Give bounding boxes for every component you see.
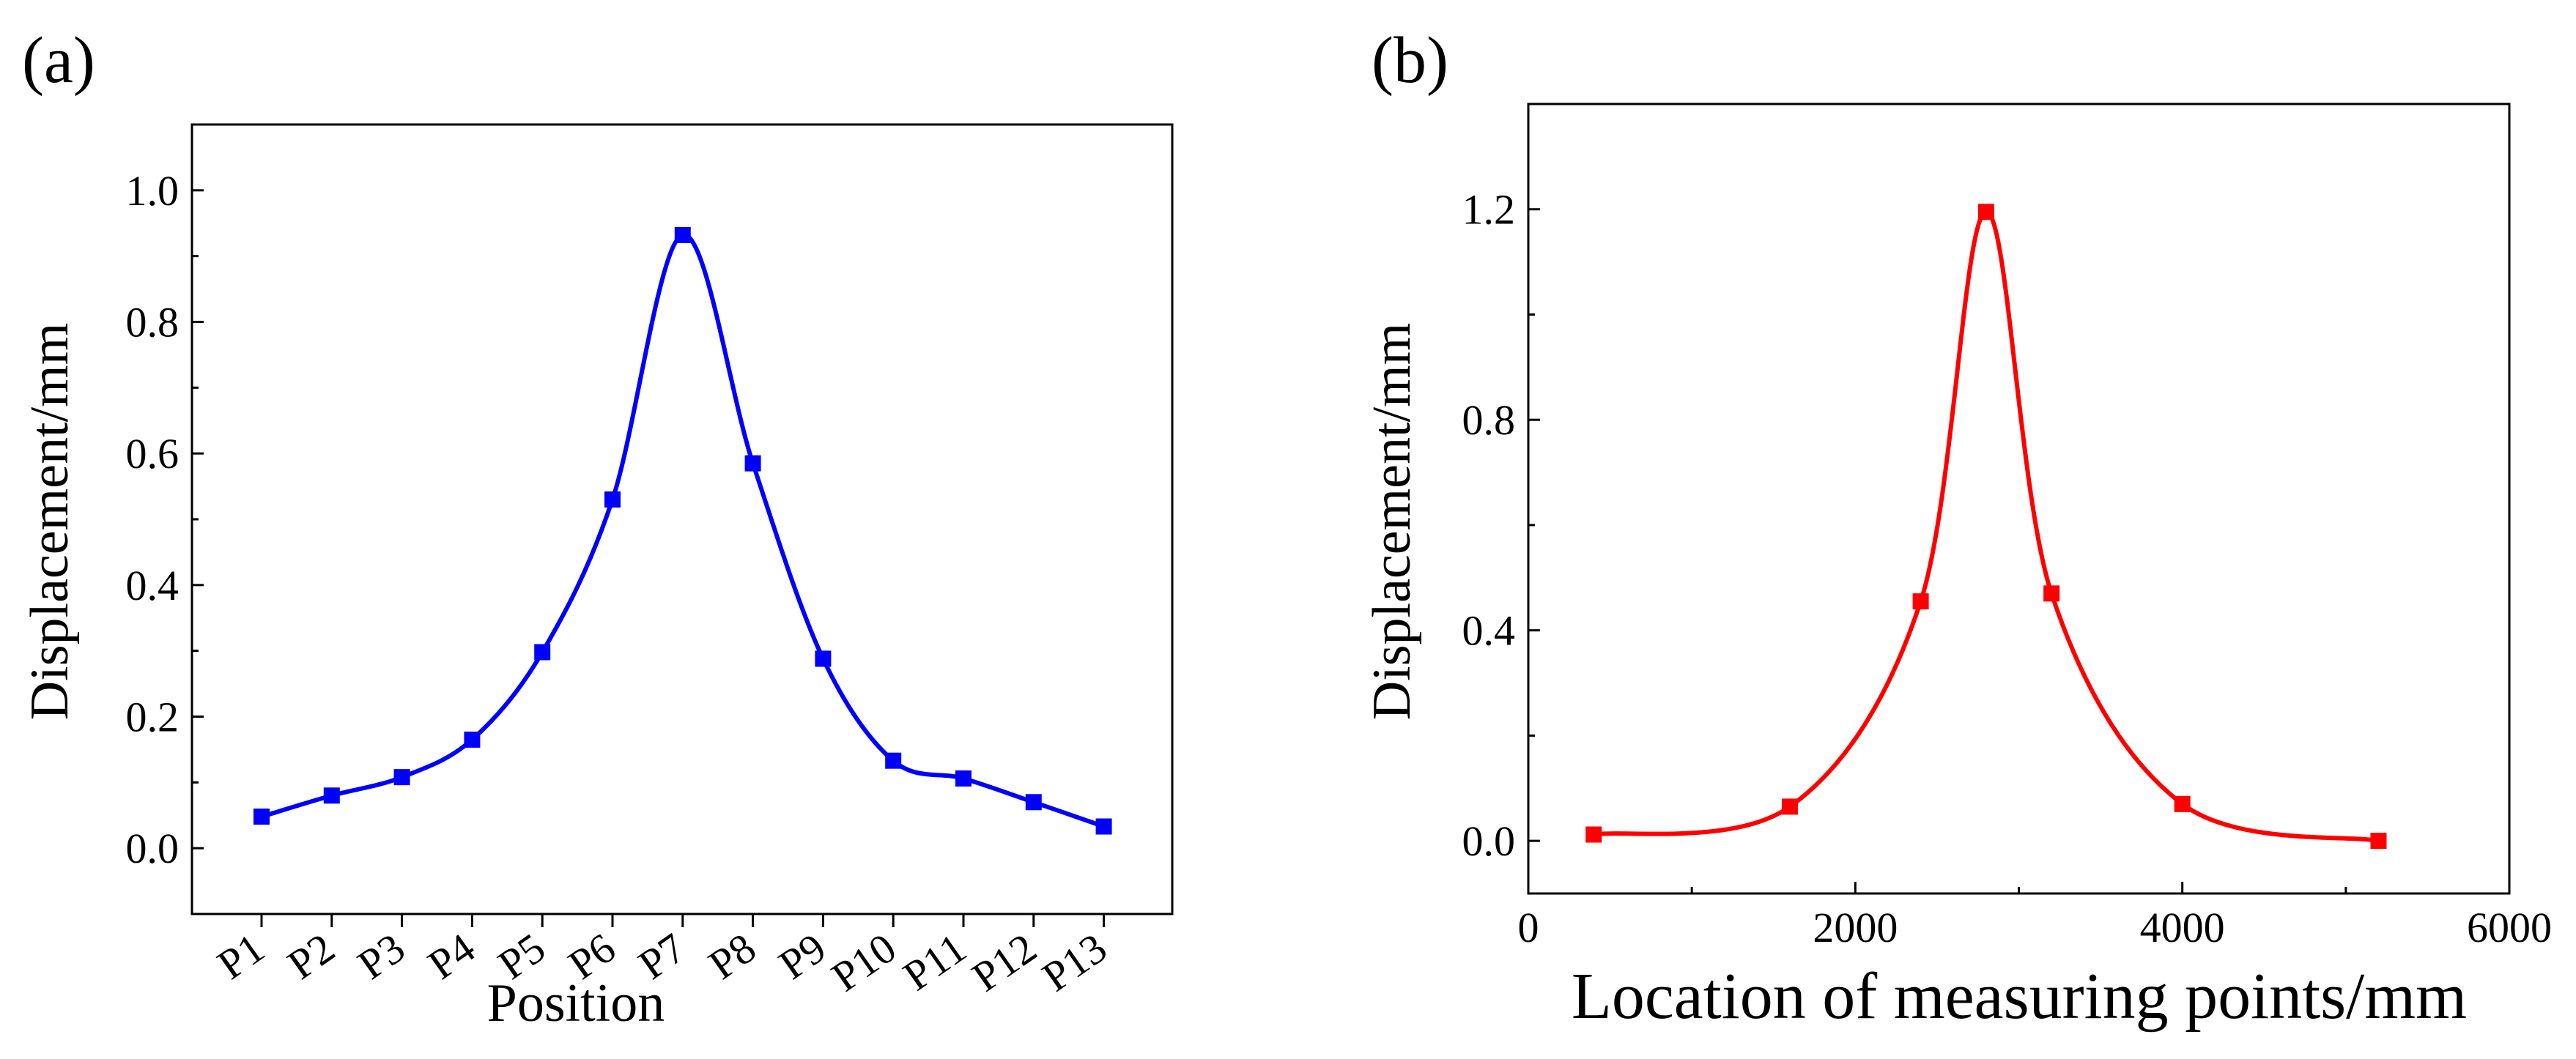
panel-b-plot-frame [1527, 103, 2511, 895]
panel-a-y-tick-label: 0.2 [126, 694, 179, 741]
panel-a-x-tick-label: P4 [419, 924, 483, 988]
panel-b-data-point [2174, 795, 2191, 812]
panel-a-data-point [1025, 794, 1042, 811]
panel-b-y-tick-label: 1.2 [1462, 186, 1516, 234]
panel-a-y-tick-label: 0.4 [126, 562, 179, 609]
panel-a-y-tick-label: 1.0 [126, 167, 179, 215]
panel-a-x-tick-label: P13 [1034, 924, 1115, 1000]
panel-b-series-line [1593, 209, 2380, 844]
panel-a-y-axis: 0.0 0.2 0.4 0.6 0.8 1.0 [126, 167, 204, 872]
panel-b-y-tick-label: 0.4 [1462, 607, 1516, 655]
panel-a-data-point [885, 752, 902, 769]
panel-a-data-point [464, 731, 481, 748]
panel-b-data-point [1585, 826, 1602, 843]
panel-a-x-tick-label: P3 [349, 924, 413, 988]
panel-a-y-tick-label: 0.6 [126, 430, 179, 478]
panel-a-series-line [261, 232, 1105, 829]
panel-a-data-point [744, 455, 761, 472]
panel-a-data-point [604, 491, 621, 508]
panel-b-x-tick-label: 6000 [2467, 904, 2552, 951]
panel-a-data-point [815, 650, 832, 667]
panel-a-data-point [1095, 818, 1112, 835]
panel-b-x-axis: 0 2000 4000 6000 [1518, 882, 2552, 951]
panel-a-y-axis-title: Displacement/mm [20, 323, 80, 721]
panel-a-data-point [534, 644, 551, 661]
panel-b-data-point [2043, 585, 2060, 602]
panel-a-markers [253, 226, 1112, 835]
panel-a-x-tick-label: P10 [823, 924, 904, 1000]
panel-a: (a) 0.00.20.40.60.81.0 P1 P2 P3 P4 P5 P6 P7 P8 P… [20, 24, 1174, 1033]
panel-a-x-tick-label: P9 [770, 924, 834, 988]
panel-a-x-axis-title: Position [487, 973, 665, 1033]
panel-b-x-tick-label: 0 [1518, 904, 1539, 951]
panel-b-label: (b) [1372, 24, 1448, 97]
panel-a-x-tick-label: P12 [963, 924, 1045, 1000]
panel-a-data-point [253, 809, 270, 825]
panel-b-x-axis-title: Location of measuring points/mm [1572, 960, 2467, 1033]
panel-a-label: (a) [22, 24, 95, 97]
panel-b: (b) 0.0 0.4 0.8 1.2 0 2000 4000 6000 Location … [1362, 24, 2552, 1033]
panel-a-data-point [393, 769, 410, 786]
panel-b-y-tick-label: 0.0 [1462, 817, 1516, 865]
panel-b-data-point [1977, 204, 1994, 220]
panel-b-x-tick-label: 4000 [2140, 904, 2225, 951]
panel-a-x-tick-label: P1 [209, 924, 273, 988]
panel-a-data-point [323, 787, 340, 804]
panel-a-x-tick-label: P8 [700, 924, 764, 988]
panel-b-data-point [1912, 593, 1929, 610]
panel-b-data-point [1782, 798, 1799, 815]
panel-a-data-point [955, 770, 971, 787]
panel-b-y-axis-title: Displacement/mm [1362, 323, 1422, 721]
panel-b-y-tick-label: 0.8 [1462, 396, 1516, 444]
panel-a-x-tick-label: P2 [279, 924, 343, 988]
panel-a-y-tick-label: 0.0 [126, 825, 179, 872]
panel-a-data-point [674, 226, 691, 243]
panel-b-markers [1585, 204, 2387, 850]
panel-b-data-point [2370, 833, 2387, 850]
panel-a-y-tick-label: 0.8 [126, 299, 179, 346]
panel-b-x-tick-label: 2000 [1813, 904, 1898, 951]
panel-b-y-axis: 0.0 0.4 0.8 1.2 [1462, 186, 1540, 865]
